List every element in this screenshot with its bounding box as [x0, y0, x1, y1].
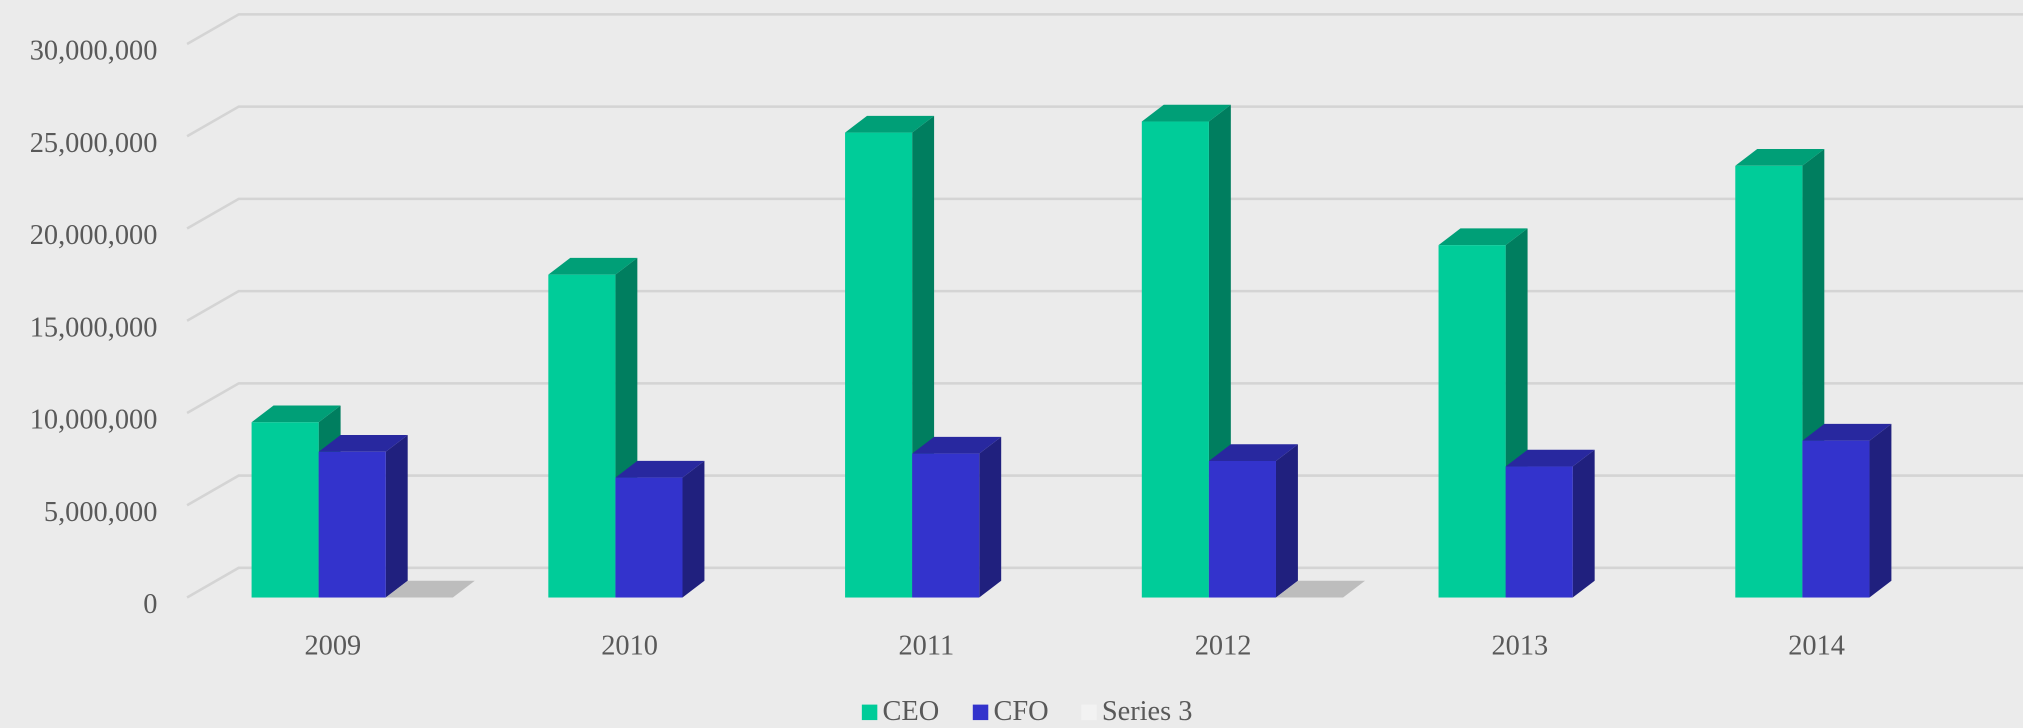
x-tick-label: 2011 — [898, 630, 954, 661]
bar-top — [1275, 580, 1366, 598]
x-tick-label: 2013 — [1491, 630, 1548, 661]
x-tick-label: 2014 — [1788, 630, 1845, 661]
bar-side — [1572, 449, 1595, 598]
bar-top — [1438, 228, 1528, 246]
bar-top — [912, 436, 1002, 454]
bar-top — [845, 115, 935, 133]
bar — [1208, 460, 1276, 598]
y-tick-label: 25,000,000 — [30, 128, 158, 159]
bar-side — [682, 460, 705, 598]
legend-label: CFO — [993, 696, 1048, 727]
bar-top — [1802, 423, 1892, 441]
bar-side — [979, 436, 1002, 598]
bar-side — [1869, 423, 1892, 598]
legend-swatch — [1081, 704, 1097, 721]
bar-side — [1275, 444, 1298, 598]
bar-top — [251, 405, 341, 423]
bar — [1438, 245, 1506, 598]
grid-line — [186, 197, 2023, 230]
bar-top — [615, 460, 705, 478]
legend-swatch — [972, 704, 989, 721]
bar — [1505, 466, 1573, 598]
grid-line — [186, 566, 2023, 599]
bar-top — [318, 434, 408, 452]
bar-top — [548, 257, 638, 275]
bar-top — [1505, 449, 1595, 467]
y-tick-label: 10,000,000 — [30, 405, 158, 436]
grid-line — [186, 382, 2023, 415]
bar-top — [1735, 149, 1825, 166]
bar-side — [385, 434, 408, 598]
y-tick-label: 30,000,000 — [30, 36, 158, 67]
bar-top — [1208, 444, 1298, 461]
legend-label: CEO — [882, 696, 939, 727]
y-tick-label: 5,000,000 — [44, 497, 158, 528]
y-tick-label: 20,000,000 — [30, 220, 158, 251]
x-tick-label: 2012 — [1195, 630, 1252, 661]
bar — [1802, 440, 1870, 598]
bar — [1141, 121, 1209, 598]
legend-swatch — [861, 704, 878, 721]
bar — [318, 451, 386, 598]
y-tick-label: 15,000,000 — [30, 312, 158, 343]
grid-line — [186, 105, 2023, 138]
grid-line — [186, 13, 2023, 46]
bar — [845, 132, 913, 598]
legend-label: Series 3 — [1102, 696, 1193, 727]
grid-line — [186, 289, 2023, 322]
bar — [548, 274, 616, 598]
bar-top — [1141, 104, 1231, 122]
bar — [1735, 165, 1803, 598]
x-tick-label: 2010 — [601, 630, 658, 661]
x-tick-label: 2009 — [304, 630, 361, 661]
bar — [615, 477, 683, 598]
bar — [912, 453, 980, 598]
bar-top — [385, 580, 475, 598]
y-tick-label: 0 — [143, 589, 157, 620]
grid-line — [186, 474, 2023, 507]
bar — [251, 422, 319, 598]
